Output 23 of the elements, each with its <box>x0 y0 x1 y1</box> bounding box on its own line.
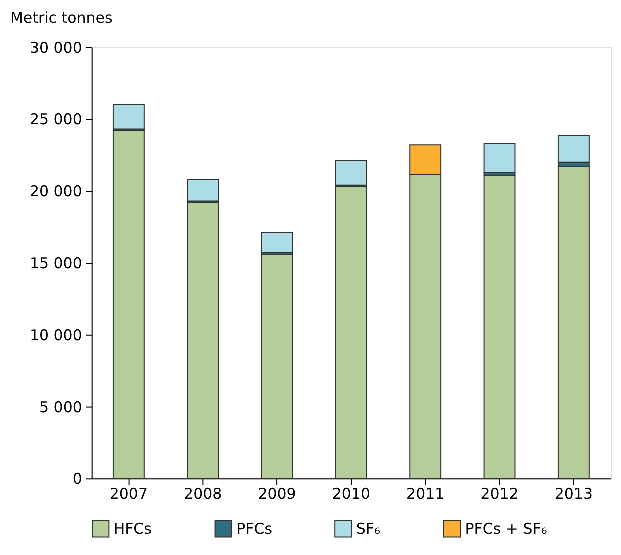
x-tick-label: 2011 <box>406 485 445 504</box>
x-tick-label: 2013 <box>554 485 593 504</box>
y-tick-label: 10 000 <box>30 326 82 344</box>
x-tick-label: 2009 <box>258 485 296 504</box>
y-tick-label: 30 000 <box>30 38 82 57</box>
x-tick-label: 2007 <box>110 485 148 504</box>
bar <box>558 135 590 163</box>
bar <box>484 174 516 480</box>
y-tick-label: 20 000 <box>30 182 82 201</box>
bar <box>558 166 590 480</box>
y-tick-label: 25 000 <box>30 110 82 129</box>
x-tick-label: 2012 <box>480 485 519 504</box>
legend-label: SF₆ <box>356 520 381 538</box>
y-tick-label: 5 000 <box>40 398 82 416</box>
x-tick-label: 2008 <box>184 485 222 504</box>
x-tick-label: 2010 <box>332 485 370 504</box>
y-axis-title: Metric tonnes <box>10 8 113 27</box>
legend-label: PFCs <box>236 520 273 538</box>
y-tick-label: 0 <box>72 470 82 488</box>
legend-label: HFCs <box>114 520 152 538</box>
legend-label: PFCs + SF₆ <box>465 520 548 538</box>
y-tick-label: 15 000 <box>30 254 82 273</box>
bar <box>484 143 516 173</box>
